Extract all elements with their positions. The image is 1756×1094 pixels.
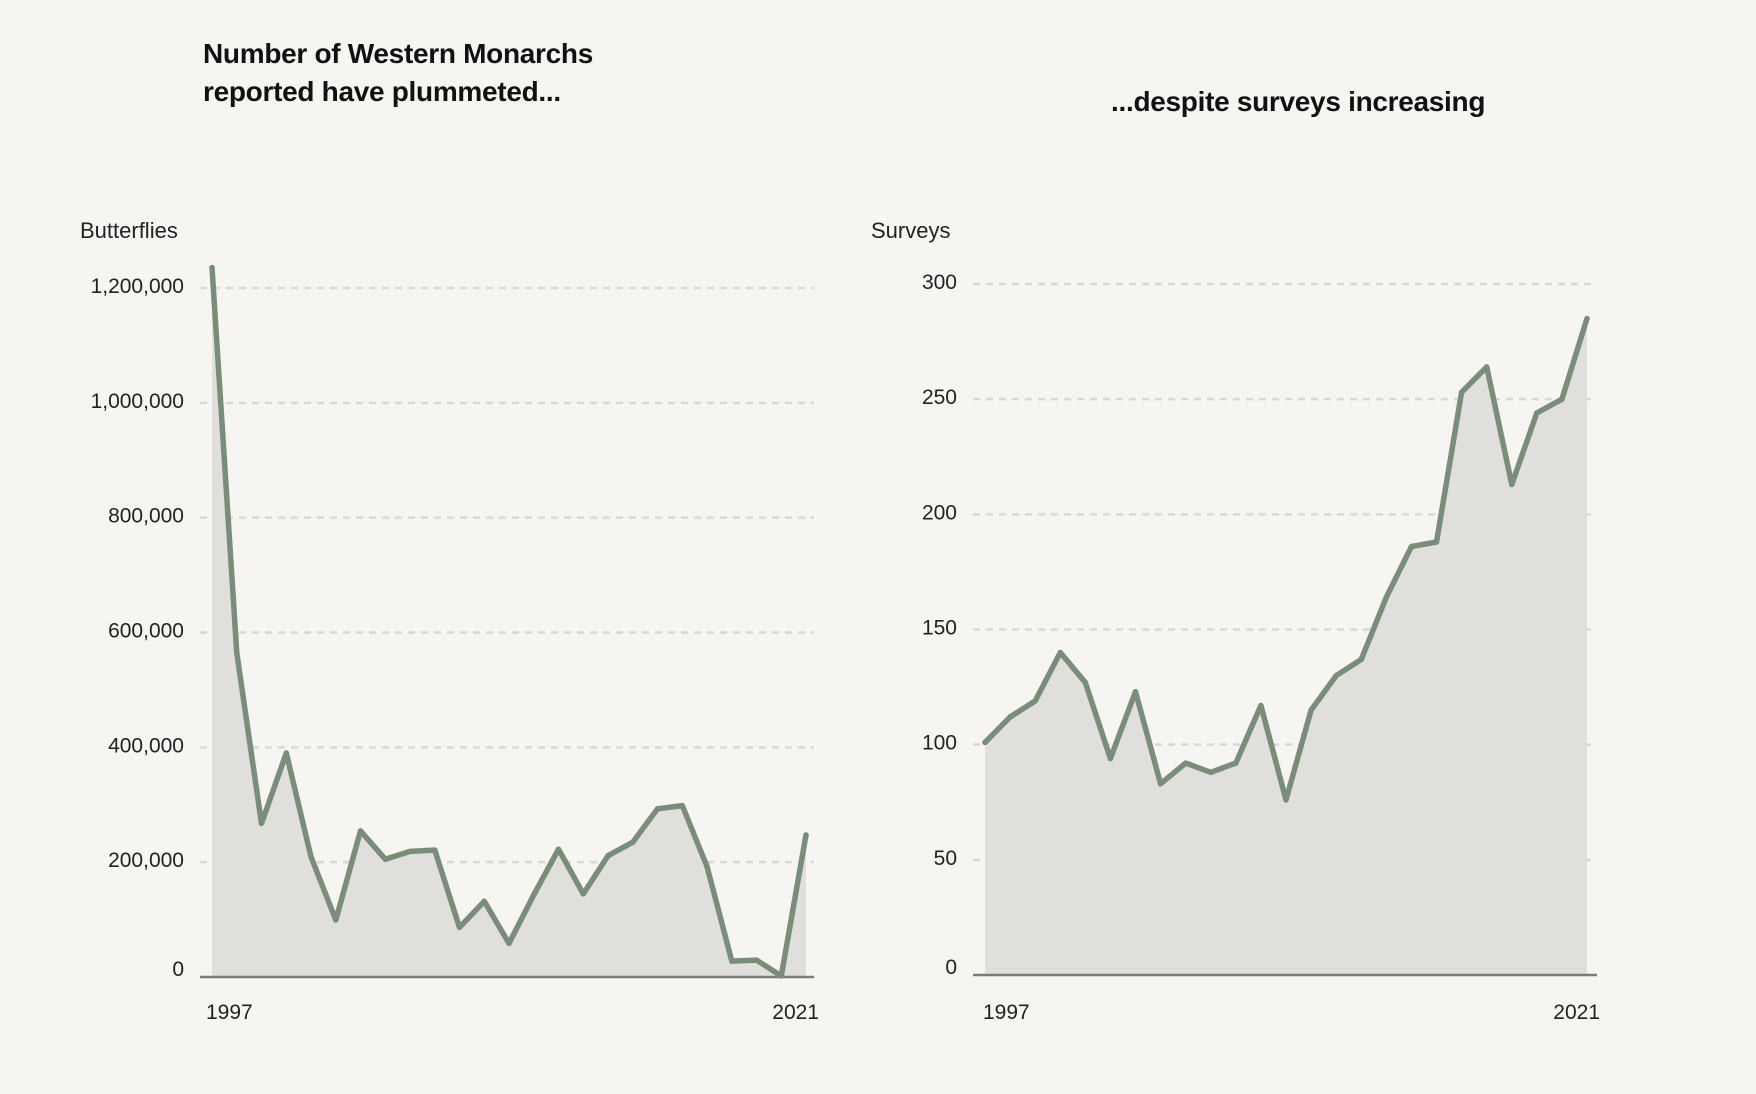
data-point-2009 — [1283, 797, 1289, 803]
data-point-2015 — [1433, 539, 1440, 545]
data-point-2006 — [1208, 769, 1214, 776]
gridlines — [200, 286, 814, 864]
data-point-2006 — [432, 847, 438, 853]
data-point-2019 — [753, 957, 760, 963]
data-point-2021 — [1584, 315, 1590, 322]
y-tick-label: 100 — [922, 732, 957, 755]
data-point-2003 — [1132, 688, 1139, 695]
surveys-chart: ...despite surveys increasing Surveys 0 5… — [871, 86, 1600, 1024]
y-tick-label: 300 — [922, 271, 957, 294]
data-point-1999 — [1032, 698, 1038, 704]
data-point-2018 — [1509, 481, 1515, 488]
data-point-2017 — [704, 863, 710, 870]
y-tick-label: 250 — [922, 386, 957, 409]
y-tick-label: 200 — [922, 501, 957, 524]
y-tick-label: 800,000 — [108, 505, 184, 528]
data-point-2001 — [1082, 679, 1089, 686]
data-point-2014 — [1408, 543, 1415, 550]
data-point-2009 — [506, 940, 512, 947]
data-point-2017 — [1483, 364, 1490, 370]
data-point-2007 — [456, 924, 463, 931]
data-point-2002 — [333, 917, 339, 923]
data-point-2011 — [555, 846, 562, 852]
data-point-2013 — [605, 852, 611, 859]
y-axis-title: Surveys — [871, 218, 950, 243]
data-point-2021 — [803, 832, 809, 838]
area-fill — [985, 318, 1587, 976]
data-points — [982, 315, 1590, 803]
data-point-1997 — [209, 264, 215, 271]
x-tick-label-end: 2021 — [772, 1001, 819, 1024]
data-point-2012 — [1358, 656, 1364, 663]
data-point-2016 — [1458, 389, 1465, 395]
y-tick-label: 600,000 — [108, 620, 184, 643]
chart-title-line-2: reported have plummeted... — [203, 76, 561, 107]
area-fill — [212, 267, 806, 978]
data-points — [209, 264, 809, 979]
data-point-2010 — [1308, 707, 1314, 713]
y-axis-title: Butterflies — [80, 218, 178, 243]
butterflies-chart: Number of Western Monarchs reported have… — [80, 38, 819, 1024]
data-point-2007 — [1233, 760, 1239, 766]
y-tick-label: 50 — [934, 847, 957, 870]
data-point-2016 — [679, 802, 685, 809]
data-point-1998 — [234, 650, 240, 656]
x-tick-label-start: 1997 — [206, 1001, 253, 1024]
data-point-2015 — [654, 806, 661, 812]
data-point-2002 — [1107, 755, 1114, 762]
data-point-2001 — [308, 853, 314, 860]
data-point-2008 — [1258, 702, 1264, 709]
data-point-2010 — [531, 892, 537, 898]
data-point-2011 — [1333, 672, 1339, 679]
data-point-2013 — [1383, 594, 1390, 600]
data-point-2008 — [481, 898, 487, 904]
data-point-2018 — [729, 958, 735, 964]
data-point-1997 — [982, 739, 988, 746]
x-tick-label-end: 2021 — [1553, 1001, 1600, 1024]
data-point-2020 — [1559, 396, 1565, 402]
y-tick-label: 0 — [945, 956, 957, 979]
y-tick-label: 1,000,000 — [91, 390, 184, 413]
data-point-2003 — [357, 828, 364, 834]
data-point-2019 — [1534, 410, 1540, 416]
data-point-2004 — [382, 856, 388, 862]
y-tick-label: 400,000 — [108, 734, 184, 757]
y-tick-label: 0 — [172, 958, 184, 981]
data-point-1998 — [1007, 714, 1013, 720]
y-tick-label: 200,000 — [108, 849, 184, 872]
data-point-1999 — [258, 820, 265, 827]
chart-title: ...despite surveys increasing — [1111, 86, 1485, 117]
data-point-2012 — [580, 891, 586, 897]
chart-title-line-1: Number of Western Monarchs — [203, 38, 593, 69]
data-point-2004 — [1157, 781, 1164, 787]
data-point-2000 — [1057, 649, 1063, 656]
x-tick-label-start: 1997 — [983, 1001, 1030, 1024]
y-tick-labels: 0 50 100 150 200 250 300 — [922, 271, 957, 979]
data-point-2020 — [778, 973, 784, 979]
data-point-2005 — [1182, 760, 1189, 766]
data-point-2014 — [630, 839, 636, 845]
y-tick-label: 1,200,000 — [91, 275, 184, 298]
data-point-2000 — [283, 750, 289, 756]
data-point-2005 — [407, 848, 413, 855]
y-tick-label: 150 — [922, 617, 957, 640]
y-tick-labels: 0 200,000 400,000 600,000 800,000 1,000,000 1,… — [91, 275, 184, 981]
